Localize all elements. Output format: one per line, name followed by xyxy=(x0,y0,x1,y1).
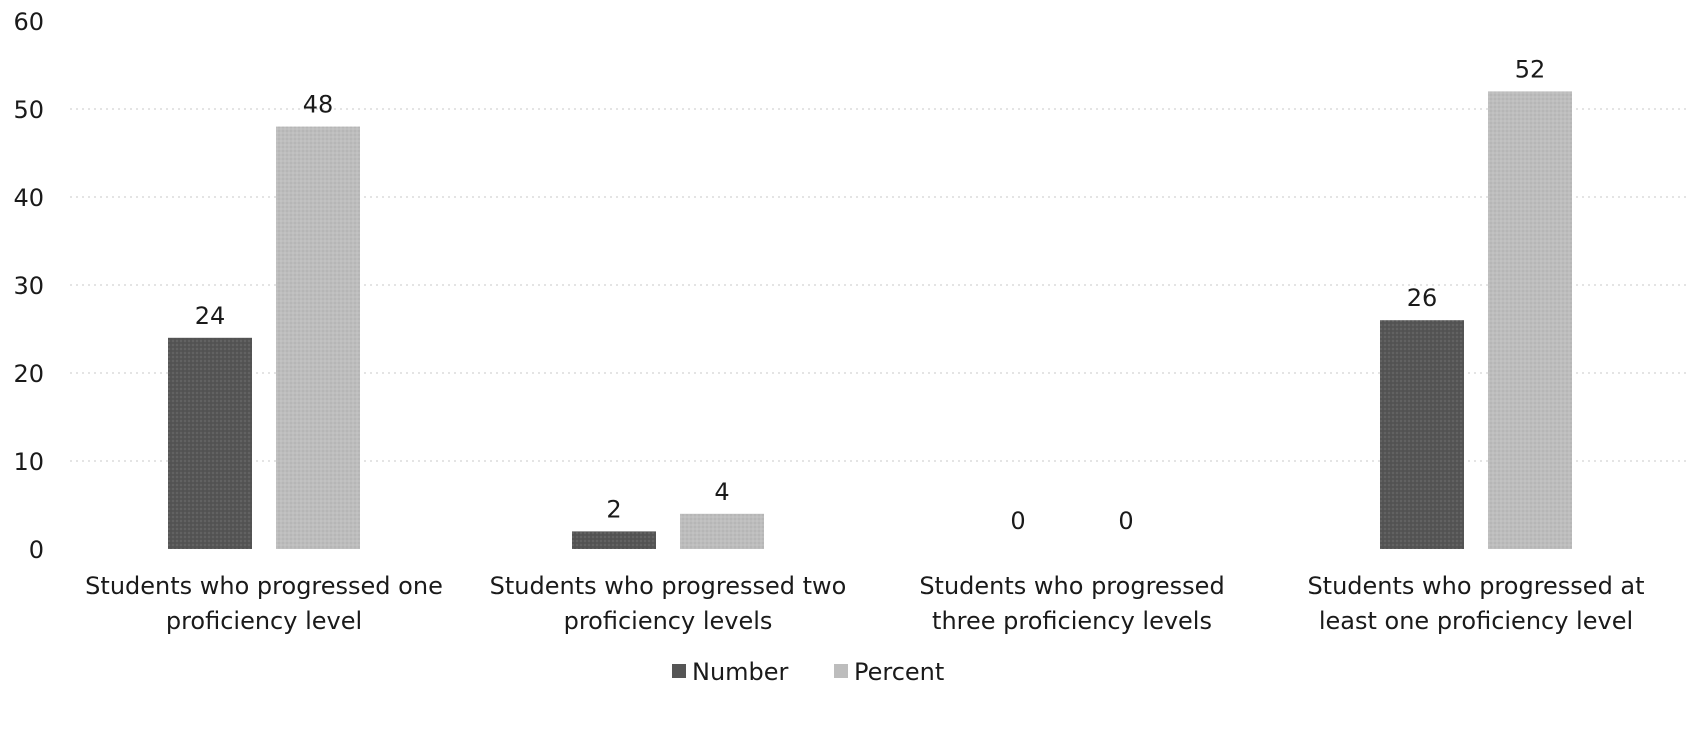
data-label: 0 xyxy=(1010,507,1025,535)
bar-texture xyxy=(572,531,656,549)
y-tick-label: 40 xyxy=(13,184,44,212)
legend-swatch-number xyxy=(672,664,686,678)
category-labels: Students who progressed one proficiency l… xyxy=(85,572,1644,635)
category-label: proficiency levels xyxy=(564,607,773,635)
category-label: proficiency level xyxy=(166,607,362,635)
y-tick-label: 50 xyxy=(13,96,44,124)
category-label: least one proficiency level xyxy=(1319,607,1633,635)
bar-texture xyxy=(680,513,764,549)
y-tick-label: 10 xyxy=(13,448,44,476)
legend: Number Percent xyxy=(672,658,944,686)
bar-texture xyxy=(1488,91,1572,550)
y-tick-label: 0 xyxy=(29,536,44,564)
data-label: 2 xyxy=(606,495,621,523)
legend-swatch-percent xyxy=(834,664,848,678)
bar-texture xyxy=(276,126,360,549)
bar-texture xyxy=(168,337,252,549)
data-label: 24 xyxy=(195,302,226,330)
data-label: 0 xyxy=(1118,507,1133,535)
y-tick-label: 20 xyxy=(13,360,44,388)
y-tick-label: 30 xyxy=(13,272,44,300)
category-label: three proficiency levels xyxy=(932,607,1212,635)
category-label: Students who progressed at xyxy=(1307,572,1644,600)
data-label: 52 xyxy=(1515,55,1546,83)
bars xyxy=(168,91,1572,550)
bar-texture xyxy=(1380,320,1464,549)
category-label: Students who progressed two xyxy=(490,572,847,600)
category-label: Students who progressed xyxy=(919,572,1224,600)
data-label: 4 xyxy=(714,478,729,506)
legend-label: Number xyxy=(692,658,789,686)
data-label: 26 xyxy=(1407,284,1438,312)
category-label: Students who progressed one xyxy=(85,572,443,600)
legend-label: Percent xyxy=(854,658,944,686)
y-axis-tick-labels: 0 10 20 30 40 50 60 xyxy=(13,8,44,564)
y-tick-label: 60 xyxy=(13,8,44,36)
data-label: 48 xyxy=(303,91,334,119)
